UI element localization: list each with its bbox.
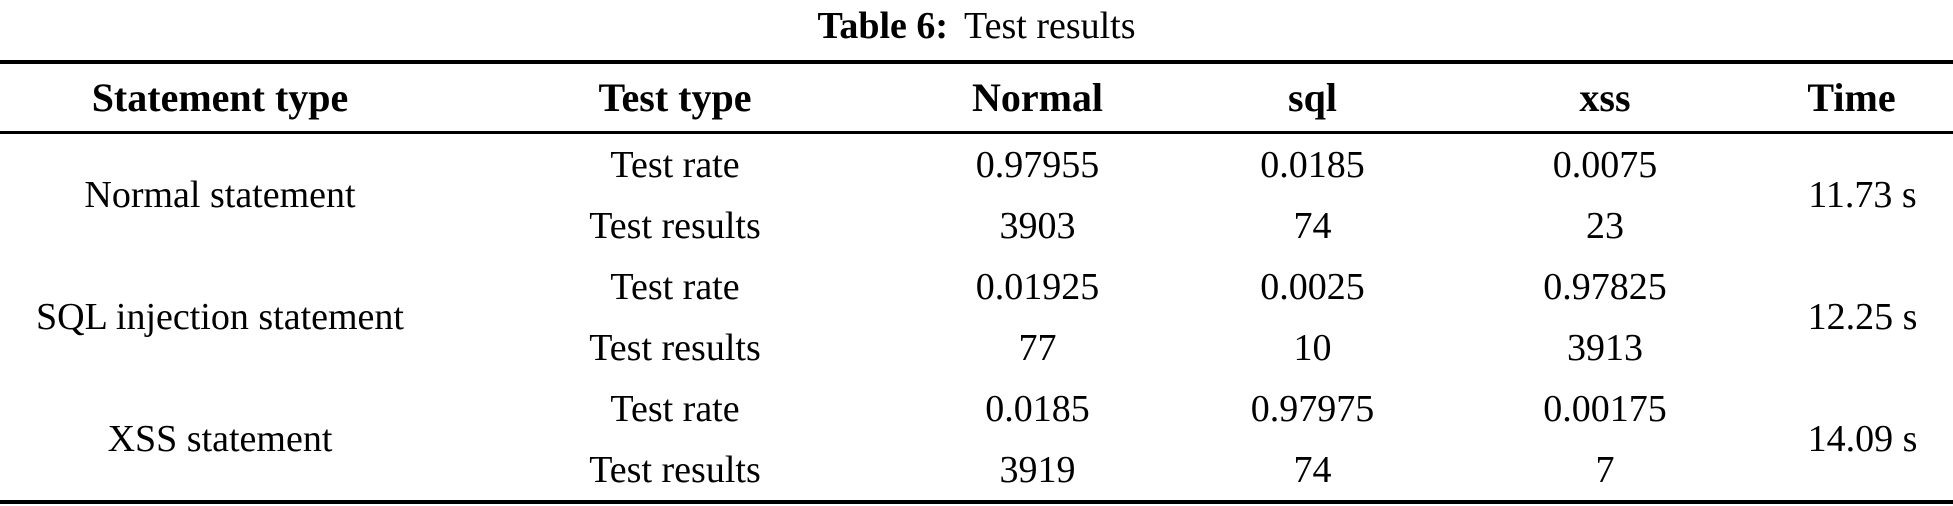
table-caption-label: Table 6: <box>817 5 949 47</box>
sql-value-cell: 10 <box>1293 326 1332 369</box>
xss-value-cell: 0.0075 <box>1552 143 1658 186</box>
header-test-type: Test type <box>440 62 910 134</box>
normal-value-cell: 0.01925 <box>975 265 1100 308</box>
normal-value-cell: 0.97955 <box>975 143 1100 186</box>
table-row: Test results 3919 74 7 <box>0 439 1953 502</box>
header-row: Statement type Test type Normal sql xss … <box>0 62 1953 134</box>
test-type-cell: Test rate <box>610 143 740 186</box>
table-row: Test results 3903 74 23 <box>0 195 1953 256</box>
test-type-cell: Test rate <box>610 265 740 308</box>
test-type-cell: Test results <box>589 448 761 491</box>
sql-value-cell: 0.97975 <box>1250 387 1375 430</box>
header-time: Time <box>1750 62 1953 134</box>
normal-value-cell: 77 <box>1018 326 1057 369</box>
test-type-cell: Test results <box>589 204 761 247</box>
header-xss: xss <box>1460 62 1750 134</box>
time-cell: 11.73 s <box>1808 174 1917 216</box>
xss-value-cell: 0.00175 <box>1543 387 1667 430</box>
xss-value-cell: 23 <box>1586 204 1624 247</box>
table-row: Normal statement Test rate 0.97955 0.018… <box>0 133 1953 217</box>
xss-value-cell: 3913 <box>1567 326 1643 369</box>
header-statement-type: Statement type <box>0 62 440 134</box>
sql-value-cell: 74 <box>1293 204 1332 247</box>
sql-value-cell: 0.0185 <box>1260 143 1365 186</box>
time-cell: 14.09 s <box>1807 418 1918 460</box>
header-sql: sql <box>1165 62 1460 134</box>
statement-type-cell: Normal statement <box>84 174 356 216</box>
normal-value-cell: 0.0185 <box>985 387 1090 430</box>
xss-value-cell: 0.97825 <box>1543 265 1667 308</box>
table-row: Test results 77 10 3913 <box>0 317 1953 378</box>
test-type-cell: Test results <box>589 326 761 369</box>
sql-value-cell: 0.0025 <box>1260 265 1365 308</box>
sql-value-cell: 74 <box>1293 448 1332 491</box>
normal-value-cell: 3903 <box>999 204 1076 247</box>
test-results-table: Statement type Test type Normal sql xss … <box>0 60 1953 504</box>
xss-value-cell: 7 <box>1595 448 1615 491</box>
statement-type-cell: SQL injection statement <box>36 296 404 338</box>
statement-type-cell: XSS statement <box>107 418 333 460</box>
normal-value-cell: 3919 <box>999 448 1076 491</box>
time-cell: 12.25 s <box>1807 296 1918 338</box>
table-row: XSS statement Test rate 0.0185 0.97975 0… <box>0 378 1953 461</box>
table-row: SQL injection statement Test rate 0.0192… <box>0 256 1953 339</box>
table-caption-text: Test results <box>964 5 1136 47</box>
table-caption: Table 6: Test results <box>0 0 1953 60</box>
header-normal: Normal <box>910 62 1165 134</box>
test-type-cell: Test rate <box>610 387 740 430</box>
